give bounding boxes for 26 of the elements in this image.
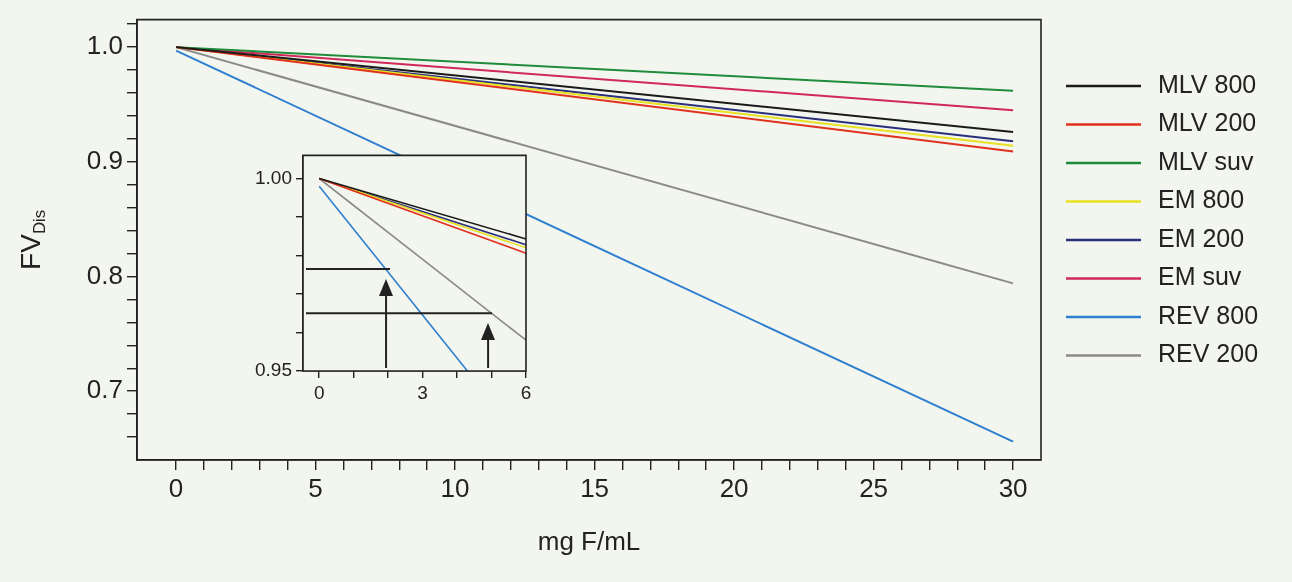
- x-tick-label: 3: [417, 381, 428, 403]
- legend-label: MLV 200: [1158, 108, 1257, 137]
- x-tick-label: 6: [520, 381, 532, 403]
- legend-label: REV 200: [1158, 339, 1259, 368]
- x-tick-label: 10: [440, 472, 470, 503]
- x-axis-title: mg F/mL: [537, 525, 641, 556]
- x-tick-label: 0: [168, 472, 184, 503]
- legend-label: REV 800: [1158, 300, 1259, 329]
- x-tick-label: 25: [859, 472, 889, 503]
- y-tick-label: 0.7: [86, 374, 123, 405]
- legend-label: EM suv: [1158, 262, 1242, 291]
- legend-label: EM 200: [1158, 223, 1245, 252]
- x-tick-label: 0: [313, 381, 325, 403]
- legend-label: MLV suv: [1158, 146, 1254, 175]
- y-tick-label: 0.9: [86, 144, 123, 175]
- y-tick-label: 0.95: [255, 359, 292, 381]
- x-tick-label: 30: [998, 472, 1028, 503]
- y-tick-label: 1.0: [86, 30, 123, 61]
- legend-label: MLV 800: [1158, 69, 1257, 98]
- y-tick-label: 0.8: [86, 259, 123, 290]
- legend-label: EM 800: [1158, 185, 1245, 214]
- x-tick-label: 5: [308, 472, 323, 503]
- x-tick-label: 20: [719, 472, 749, 503]
- x-tick-label: 15: [580, 472, 610, 503]
- y-tick-label: 1.00: [255, 166, 292, 188]
- y-axis-title: FVDis: [14, 209, 49, 270]
